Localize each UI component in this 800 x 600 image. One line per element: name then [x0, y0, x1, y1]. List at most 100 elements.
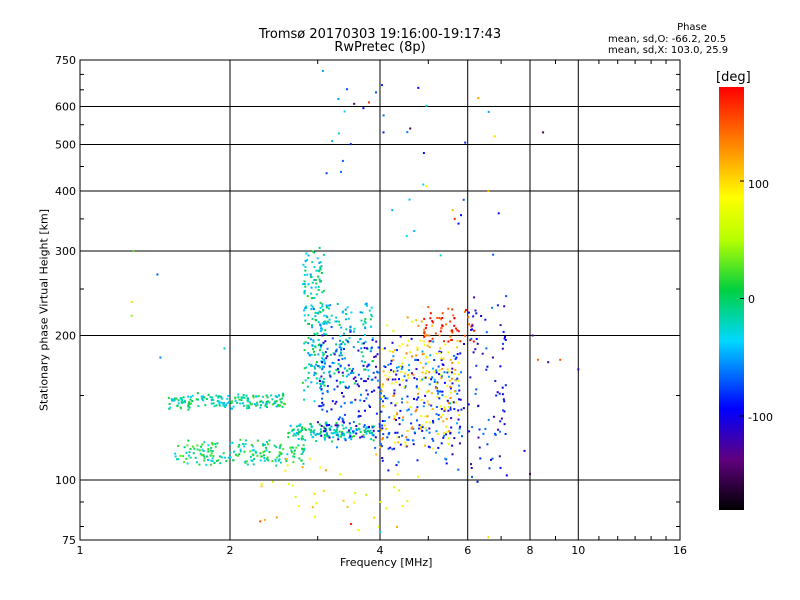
data-point	[307, 322, 310, 325]
data-point	[422, 183, 425, 186]
data-point	[358, 423, 361, 425]
data-point	[311, 317, 314, 320]
data-point	[330, 326, 333, 329]
data-point	[395, 366, 398, 369]
data-point	[327, 435, 330, 438]
data-point	[353, 382, 356, 385]
data-point	[259, 400, 262, 403]
data-point	[402, 379, 404, 382]
data-point	[239, 402, 242, 405]
data-point	[271, 480, 274, 483]
data-point	[309, 273, 312, 276]
data-point	[399, 409, 402, 412]
data-point	[366, 304, 368, 307]
data-point	[351, 435, 354, 438]
data-point	[322, 381, 325, 384]
data-point	[277, 394, 280, 397]
data-point	[341, 417, 344, 420]
data-point	[400, 371, 403, 373]
data-point	[392, 329, 395, 332]
data-point	[338, 346, 341, 349]
data-point	[357, 410, 360, 413]
data-point	[447, 402, 450, 405]
data-point	[350, 401, 353, 404]
data-point	[449, 391, 452, 394]
data-point	[366, 347, 368, 350]
data-point	[185, 457, 188, 460]
data-point	[468, 323, 470, 326]
data-point	[297, 438, 300, 441]
chart-subtitle: RwPretec (8p)	[334, 40, 426, 55]
data-point	[284, 457, 287, 460]
data-point	[496, 304, 499, 307]
data-point	[428, 377, 431, 380]
data-point	[481, 352, 484, 355]
data-point	[311, 261, 314, 264]
data-point	[328, 371, 331, 374]
data-point	[187, 404, 190, 407]
data-point	[365, 427, 367, 430]
data-point	[457, 379, 460, 382]
data-point	[393, 415, 396, 418]
data-point	[342, 432, 345, 435]
data-point	[292, 434, 295, 437]
data-point	[369, 429, 372, 432]
data-point	[464, 310, 466, 313]
data-point	[252, 463, 255, 466]
data-point	[283, 403, 286, 406]
data-point	[319, 311, 322, 314]
x-tick-label: 16	[673, 544, 687, 557]
data-point	[389, 446, 392, 449]
data-point	[337, 98, 340, 100]
data-point	[342, 427, 345, 430]
data-point	[405, 352, 408, 355]
data-point	[470, 463, 472, 466]
data-point	[332, 352, 335, 355]
data-point	[393, 389, 396, 392]
data-point	[360, 351, 363, 354]
data-point	[237, 393, 240, 396]
data-point	[503, 400, 506, 403]
data-point	[385, 507, 388, 510]
data-point	[247, 404, 250, 407]
y-tick-label: 100	[55, 474, 76, 487]
data-point	[427, 361, 430, 364]
data-point	[205, 398, 208, 400]
data-point	[421, 353, 424, 356]
data-point	[495, 394, 498, 397]
data-point	[415, 408, 418, 411]
data-point	[361, 342, 364, 345]
data-point	[343, 357, 346, 360]
data-point	[310, 286, 313, 289]
data-point	[348, 422, 351, 425]
data-point	[429, 317, 432, 320]
data-point	[286, 453, 289, 456]
data-point	[214, 445, 217, 448]
data-point	[316, 257, 319, 260]
data-point	[179, 454, 182, 457]
data-point	[314, 279, 317, 281]
data-point	[353, 330, 355, 333]
data-point	[416, 378, 418, 381]
data-point	[365, 426, 368, 429]
data-point	[218, 402, 221, 405]
data-point	[240, 399, 243, 402]
data-point	[381, 420, 384, 422]
data-point	[203, 441, 206, 444]
data-point	[503, 337, 506, 340]
data-point	[176, 458, 178, 461]
data-point	[502, 330, 505, 333]
data-point	[331, 361, 334, 364]
data-point	[256, 454, 259, 457]
data-point	[371, 360, 374, 363]
data-point	[290, 446, 293, 449]
data-point	[330, 432, 333, 435]
data-point	[219, 455, 221, 458]
data-point	[319, 266, 322, 269]
data-point	[547, 361, 550, 364]
data-point	[315, 377, 318, 380]
data-point	[373, 425, 376, 428]
data-point	[469, 376, 472, 379]
data-point	[341, 434, 344, 437]
